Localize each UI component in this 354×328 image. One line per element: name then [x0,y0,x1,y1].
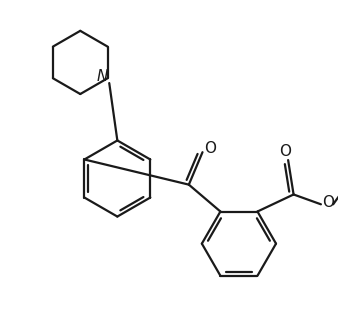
Text: O: O [280,144,292,158]
Text: O: O [205,141,217,156]
Text: N: N [96,69,108,84]
Text: O: O [322,195,334,210]
